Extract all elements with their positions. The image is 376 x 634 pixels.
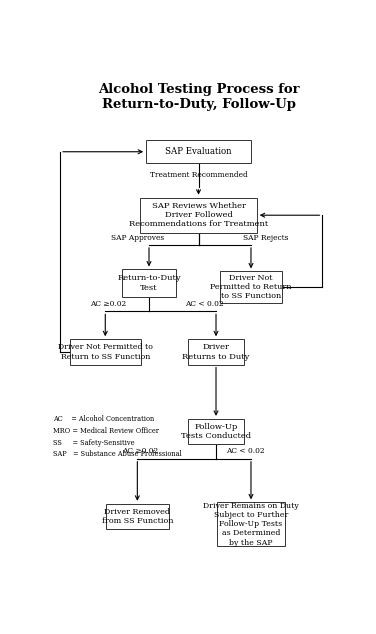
FancyBboxPatch shape (188, 339, 244, 365)
Text: Driver Not Permitted to
Return to SS Function: Driver Not Permitted to Return to SS Fun… (58, 343, 153, 361)
Text: SAP Evaluation: SAP Evaluation (165, 147, 232, 156)
Text: AC ≥0.02: AC ≥0.02 (90, 300, 126, 308)
Text: SAP Rejects: SAP Rejects (243, 234, 288, 242)
Text: AC < 0.02: AC < 0.02 (185, 300, 224, 308)
Text: Follow-Up
Tests Conducted: Follow-Up Tests Conducted (181, 423, 251, 440)
Text: Driver Not
Permitted to Return
to SS Function: Driver Not Permitted to Return to SS Fun… (210, 274, 292, 300)
FancyBboxPatch shape (122, 269, 176, 297)
Text: Alcohol Testing Process for
Return-to-Duty, Follow-Up: Alcohol Testing Process for Return-to-Du… (98, 82, 299, 110)
FancyBboxPatch shape (188, 419, 244, 444)
Text: Return-to-Duty
Test: Return-to-Duty Test (117, 275, 181, 292)
Text: AC ≥0.02: AC ≥0.02 (122, 448, 158, 455)
FancyBboxPatch shape (106, 504, 169, 529)
Text: Driver Removed
from SS Function: Driver Removed from SS Function (102, 508, 173, 525)
Text: Driver
Returns to Duty: Driver Returns to Duty (182, 343, 250, 361)
Text: AC < 0.02: AC < 0.02 (226, 448, 264, 455)
FancyBboxPatch shape (140, 198, 257, 233)
FancyBboxPatch shape (220, 271, 282, 302)
FancyBboxPatch shape (217, 502, 285, 547)
Text: SAP Reviews Whether
Driver Followed
Recommendations for Treatment: SAP Reviews Whether Driver Followed Reco… (129, 202, 268, 228)
Text: Treatment Recommended: Treatment Recommended (150, 171, 247, 179)
Text: AC    = Alcohol Concentration
MRO = Medical Review Officer
SS     = Safety-Sensi: AC = Alcohol Concentration MRO = Medical… (53, 415, 182, 458)
Text: Driver Remains on Duty
Subject to Further
Follow-Up Tests
as Determined
by the S: Driver Remains on Duty Subject to Furthe… (203, 502, 299, 547)
FancyBboxPatch shape (70, 339, 141, 365)
FancyBboxPatch shape (146, 140, 251, 164)
Text: SAP Approves: SAP Approves (111, 234, 164, 242)
